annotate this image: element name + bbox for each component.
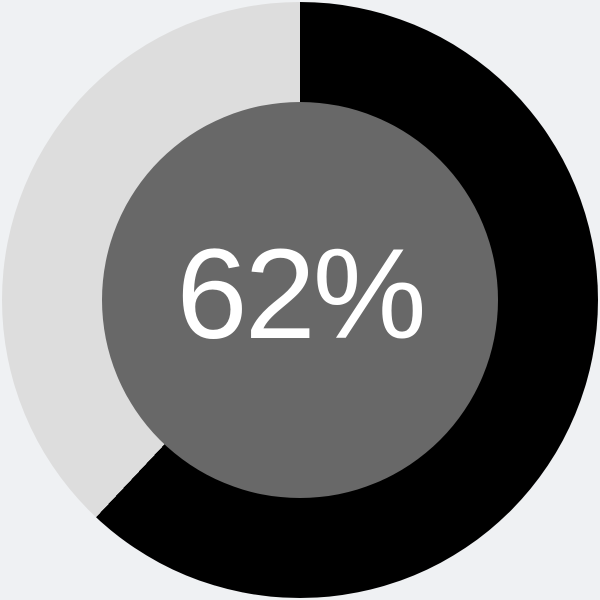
donut-center-disc: 62% xyxy=(102,102,498,498)
percent-label: 62% xyxy=(176,223,426,366)
